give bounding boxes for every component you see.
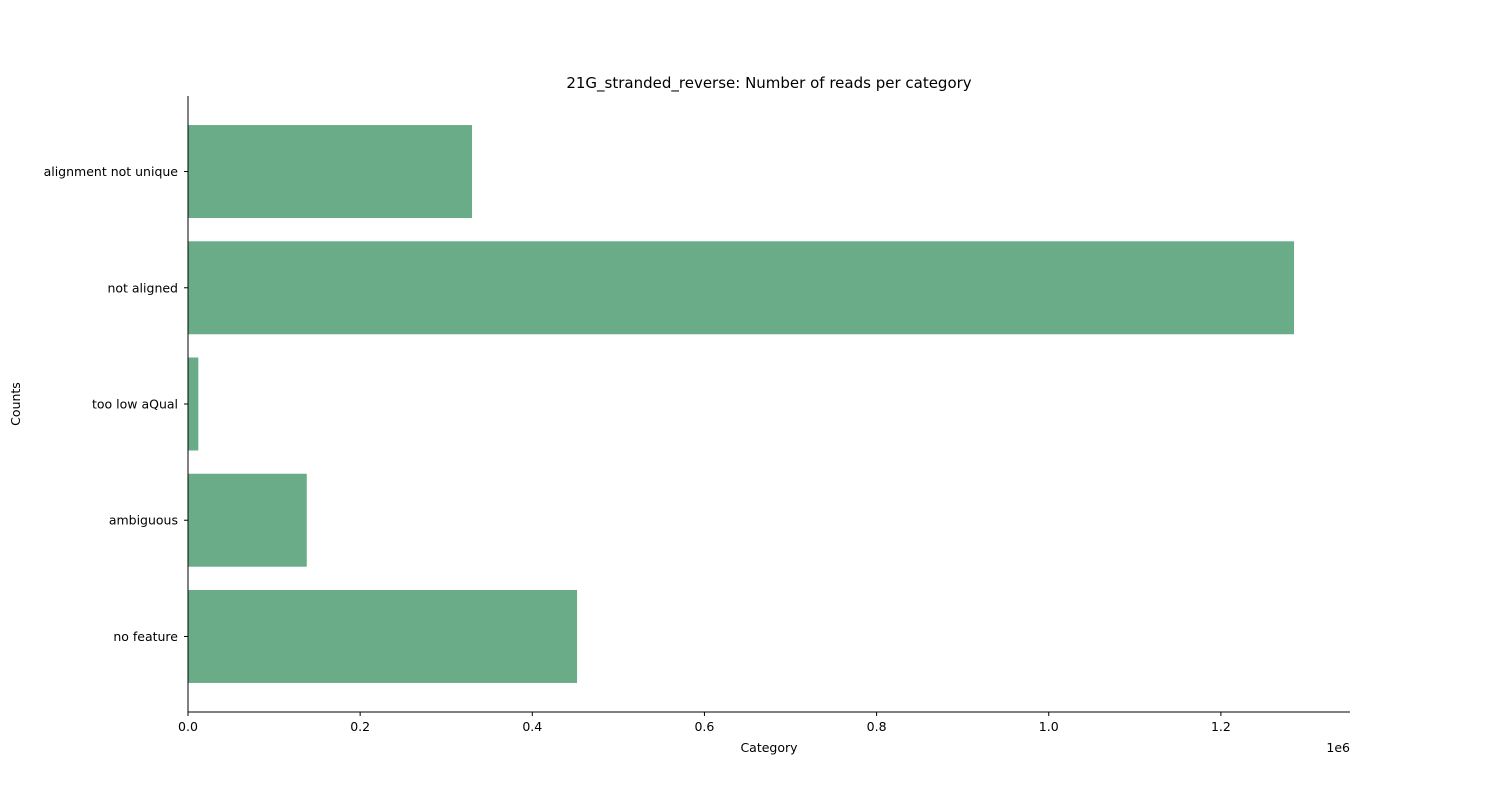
chart-title: 21G_stranded_reverse: Number of reads pe… [566,74,971,93]
x-tick-label: 0.2 [350,719,370,734]
x-axis-label: Category [740,740,798,755]
bar-no-feature [188,589,578,683]
x-tick-label: 1.2 [1211,719,1231,734]
x-axis-offset-label: 1e6 [1326,740,1350,755]
x-tick-label: 0.8 [867,719,887,734]
y-tick-label: ambiguous [109,513,178,528]
bar-not-aligned [188,241,1295,335]
y-tick-label: not aligned [107,280,178,295]
y-tick-label: alignment not unique [44,164,179,179]
x-tick-label: 0.4 [522,719,542,734]
y-axis-ticks: no feature ambiguous too low aQual not alig… [44,164,188,644]
bars-layer [188,125,1295,683]
y-tick-label: no feature [113,629,178,644]
x-tick-label: 0.0 [178,719,198,734]
x-axis-ticks: 0.0 0.2 0.4 0.6 0.8 1.0 1.2 [178,712,1231,734]
bar-ambiguous [188,473,307,567]
bar-alignment-not-unique [188,125,473,219]
x-tick-label: 1.0 [1039,719,1059,734]
bar-too-low-aQual [188,357,199,451]
x-tick-label: 0.6 [694,719,714,734]
y-axis-label: Counts [8,382,23,426]
y-tick-label: too low aQual [92,397,178,412]
